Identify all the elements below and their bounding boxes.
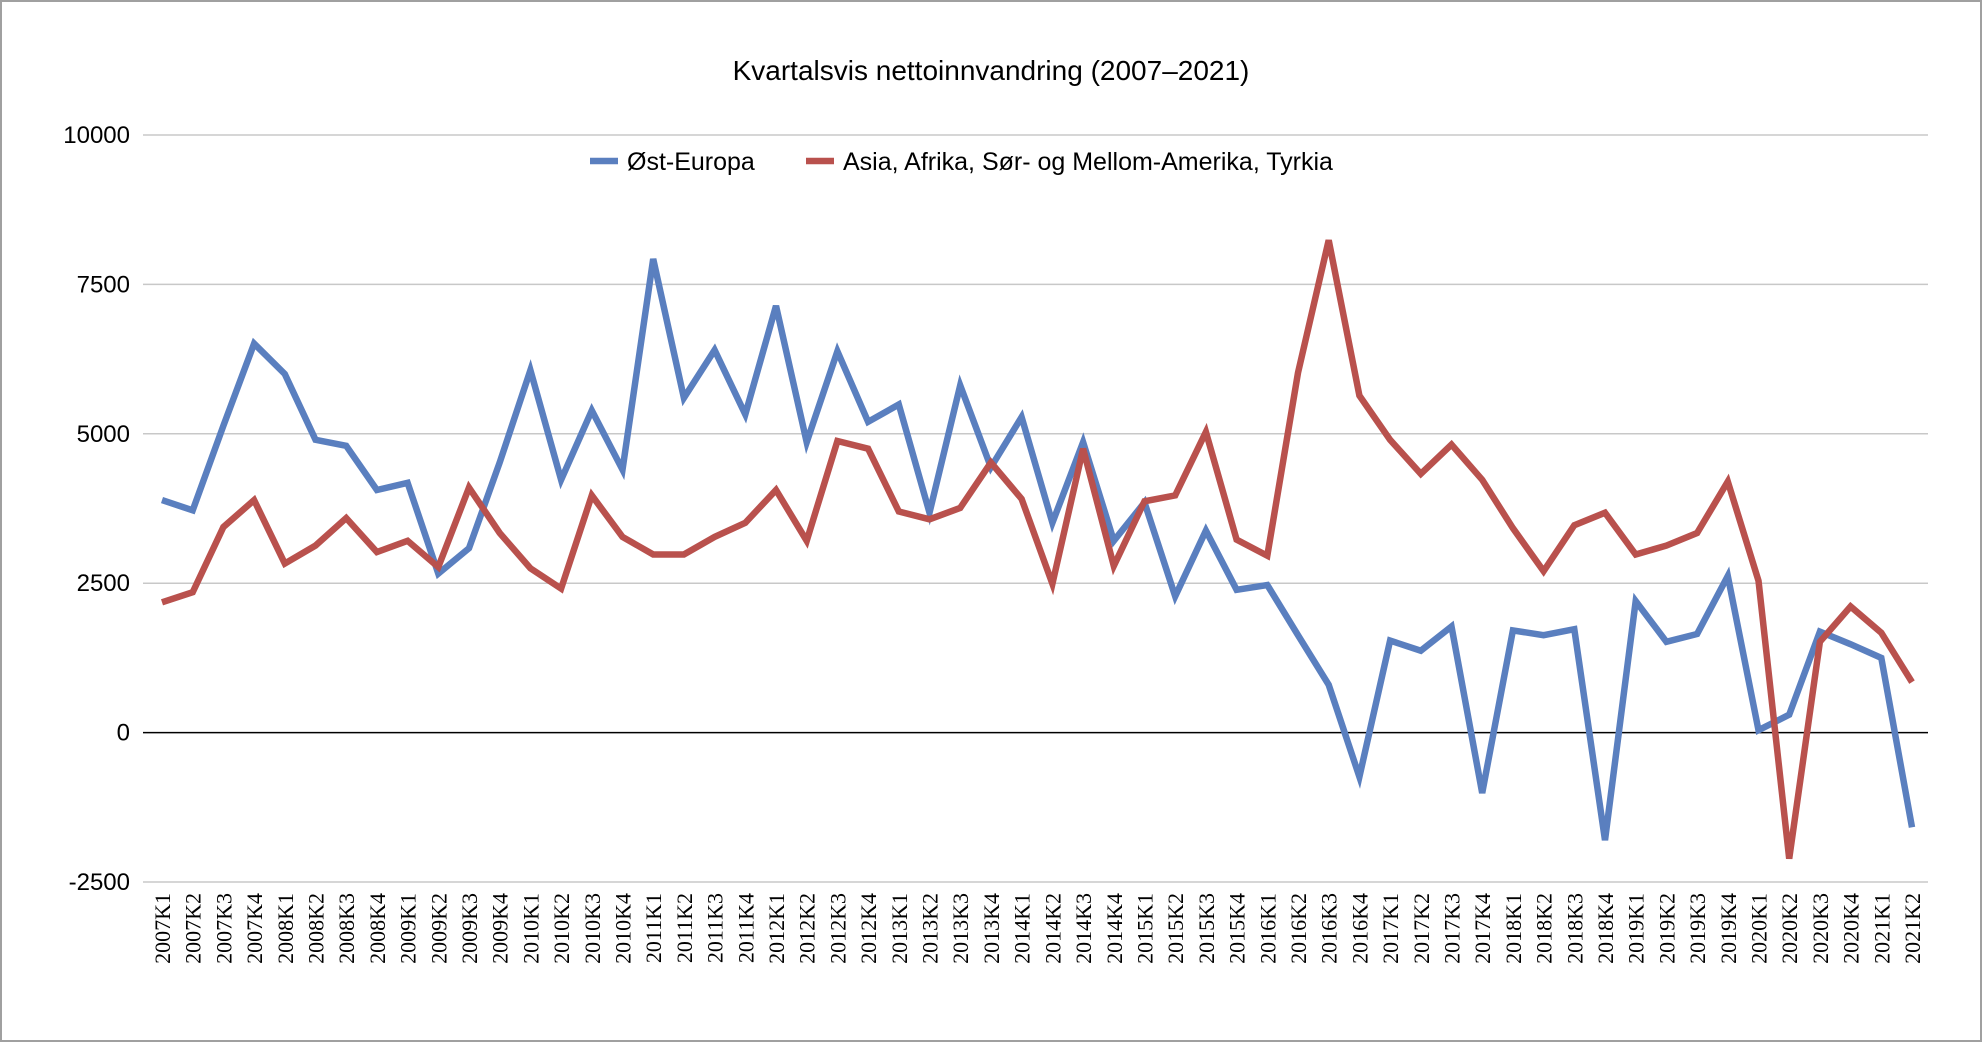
- x-tick-label: 2016K3: [1317, 893, 1342, 964]
- x-axis: 2007K1 2007K2 2007K3 2007K4 2008K1 2008K2 2008…: [150, 893, 1925, 964]
- x-tick-label: 2009K4: [488, 893, 513, 964]
- legend-label: Asia, Afrika, Sør- og Mellom-Amerika, Ty…: [843, 148, 1333, 176]
- x-tick-label: 2017K1: [1378, 893, 1403, 964]
- x-tick-label: 2018K2: [1532, 893, 1557, 964]
- x-tick-label: 2011K1: [641, 893, 666, 963]
- x-tick-label: 2010K2: [549, 893, 574, 964]
- x-tick-label: 2021K2: [1900, 893, 1925, 964]
- x-tick-label: 2007K3: [211, 893, 236, 964]
- x-tick-label: 2016K2: [1286, 893, 1311, 964]
- x-tick-label: 2011K4: [733, 893, 758, 963]
- x-tick-label: 2012K2: [795, 893, 820, 964]
- x-tick-label: 2018K1: [1501, 893, 1526, 964]
- x-tick-label: 2018K3: [1562, 893, 1587, 964]
- y-tick-label: 10000: [63, 122, 130, 149]
- x-tick-label: 2013K3: [948, 893, 973, 964]
- x-tick-label: 2018K4: [1593, 893, 1618, 964]
- x-tick-label: 2017K2: [1409, 893, 1434, 964]
- x-tick-label: 2009K2: [426, 893, 451, 964]
- x-tick-label: 2017K4: [1470, 893, 1495, 964]
- x-tick-label: 2008K3: [334, 893, 359, 964]
- x-tick-label: 2021K1: [1869, 893, 1894, 964]
- x-tick-label: 2015K2: [1163, 893, 1188, 964]
- x-tick-label: 2020K4: [1839, 893, 1864, 964]
- series-line-1: [160, 239, 1915, 860]
- x-tick-label: 2014K4: [1102, 893, 1127, 964]
- y-axis: -2500 0 2500 5000 7500 10000: [63, 122, 130, 896]
- series-line-0: [160, 258, 1916, 841]
- series-lines: [160, 239, 1916, 860]
- x-tick-label: 2008K1: [273, 893, 298, 964]
- x-tick-label: 2008K2: [304, 893, 329, 964]
- x-tick-label: 2012K4: [856, 893, 881, 964]
- y-tick-label: 5000: [77, 421, 130, 448]
- x-tick-label: 2012K3: [825, 893, 850, 964]
- x-tick-label: 2020K2: [1777, 893, 1802, 964]
- x-tick-label: 2019K3: [1685, 893, 1710, 964]
- x-tick-label: 2019K1: [1624, 893, 1649, 964]
- x-tick-label: 2016K1: [1255, 893, 1280, 964]
- x-tick-label: 2019K4: [1716, 893, 1741, 964]
- x-tick-label: 2015K1: [1132, 893, 1157, 964]
- x-tick-label: 2013K2: [918, 893, 943, 964]
- x-tick-label: 2011K3: [703, 893, 728, 963]
- x-tick-label: 2011K2: [672, 893, 697, 963]
- x-tick-label: 2010K1: [518, 893, 543, 964]
- x-tick-label: 2007K2: [181, 893, 206, 964]
- x-tick-label: 2010K4: [611, 893, 636, 964]
- y-tick-label: 2500: [77, 570, 130, 597]
- x-tick-label: 2008K4: [365, 893, 390, 964]
- y-tick-label: -2500: [69, 869, 130, 896]
- x-tick-label: 2017K3: [1439, 893, 1464, 964]
- y-tick-label: 7500: [77, 271, 130, 298]
- x-tick-label: 2019K2: [1654, 893, 1679, 964]
- x-tick-label: 2020K3: [1808, 893, 1833, 964]
- x-tick-label: 2013K4: [979, 893, 1004, 964]
- x-tick-label: 2007K4: [242, 893, 267, 964]
- x-tick-label: 2013K1: [887, 893, 912, 964]
- x-tick-label: 2010K3: [580, 893, 605, 964]
- x-tick-label: 2015K3: [1194, 893, 1219, 964]
- x-tick-label: 2014K1: [1010, 893, 1035, 964]
- x-tick-label: 2014K2: [1040, 893, 1065, 964]
- legend-label: Øst-Europa: [627, 148, 755, 176]
- x-tick-label: 2016K4: [1347, 893, 1372, 964]
- x-tick-label: 2020K1: [1746, 893, 1771, 964]
- y-tick-label: 0: [117, 720, 130, 747]
- x-tick-label: 2015K4: [1225, 893, 1250, 964]
- x-tick-label: 2014K3: [1071, 893, 1096, 964]
- x-tick-label: 2012K1: [764, 893, 789, 964]
- x-tick-label: 2009K1: [396, 893, 421, 964]
- chart-title: Kvartalsvis nettoinnvandring (2007–2021): [733, 55, 1250, 86]
- x-tick-label: 2009K3: [457, 893, 482, 964]
- legend: Øst-Europa Asia, Afrika, Sør- og Mellom-A…: [590, 148, 1333, 176]
- x-tick-label: 2007K1: [150, 893, 175, 964]
- gridlines: [143, 134, 1928, 883]
